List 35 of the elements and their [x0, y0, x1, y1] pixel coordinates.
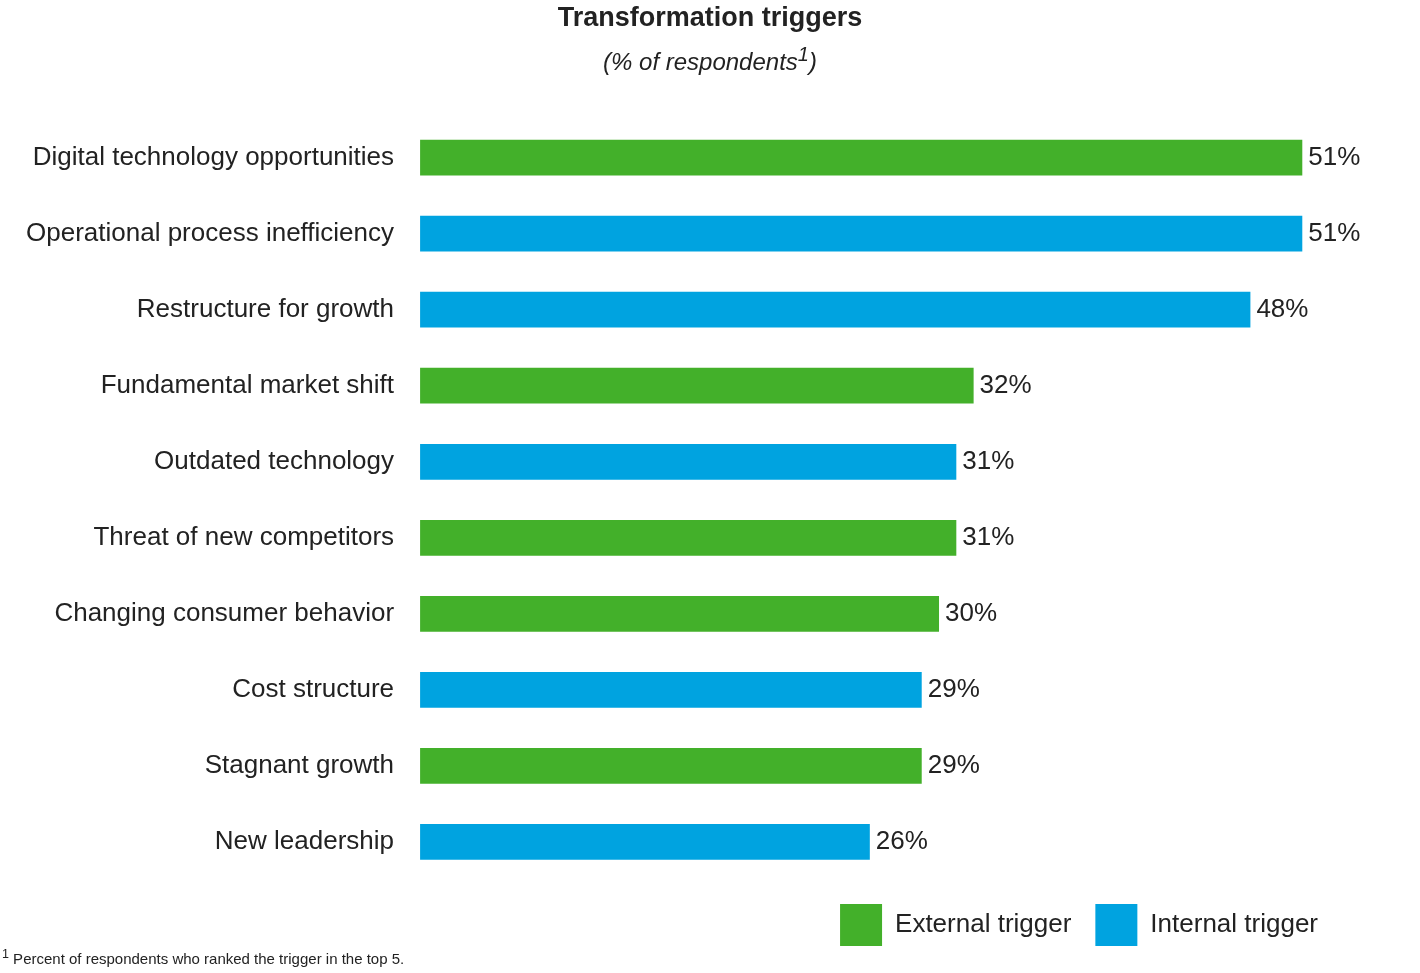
data-label: 30% [945, 597, 998, 628]
chart-subtitle: (% of respondents$^{1}$) [602, 43, 818, 76]
y-tick-label: Cost structure [232, 673, 395, 704]
data-label: 29% [927, 673, 980, 704]
y-tick-label: Stagnant growth [204, 749, 395, 780]
bar [420, 824, 870, 860]
legend-label: Internal trigger [1150, 908, 1319, 939]
y-tick-label: Outdated technology [154, 444, 395, 475]
y-tick-label: Operational process inefficiency [25, 216, 395, 247]
data-label: 48% [1256, 292, 1309, 323]
y-tick-label: Changing consumer behavior [54, 597, 395, 628]
data-label: 51% [1308, 216, 1361, 247]
y-tick-label: Fundamental market shift [100, 368, 395, 399]
data-label: 26% [875, 825, 928, 856]
y-tick-label: New leadership [214, 825, 395, 856]
y-tick-label: Restructure for growth [136, 292, 395, 323]
bar [420, 672, 922, 708]
legend-label: External trigger [895, 908, 1072, 939]
y-tick-label: Threat of new competitors [93, 520, 395, 551]
data-label: 51% [1308, 140, 1361, 171]
data-label: 31% [962, 444, 1015, 475]
data-label: 32% [979, 368, 1032, 399]
bar [420, 367, 974, 404]
y-tick-label: Digital technology opportunities [32, 140, 395, 171]
bar [420, 443, 957, 480]
bar [420, 215, 1303, 252]
text: $^{1}$ Percent of respondents who ranked the trigger in the top 5. [2, 947, 405, 967]
bar [420, 748, 922, 784]
bar [420, 595, 940, 632]
data-label: 29% [927, 749, 980, 780]
bar [420, 139, 1303, 176]
bar [420, 519, 957, 556]
chart-title: Transformation triggers [556, 2, 864, 33]
data-label: 31% [962, 520, 1015, 551]
bar [420, 291, 1251, 328]
